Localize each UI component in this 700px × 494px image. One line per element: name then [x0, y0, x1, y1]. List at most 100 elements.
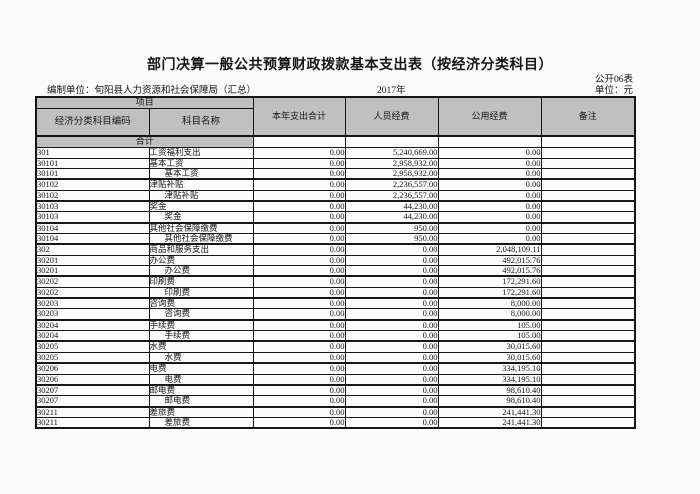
- cell-personnel-expense: 2,958,932.00: [344, 167, 439, 181]
- cell-code: 30204: [35, 330, 150, 343]
- cell-public-expense: 0.00: [437, 157, 542, 169]
- cell-personnel-expense: 0.00: [344, 340, 439, 353]
- cell-public-expense: 172,291.60: [437, 286, 542, 300]
- cell-public-expense: 241,441.30: [437, 406, 542, 418]
- cell-subject-name: 基本工资: [148, 157, 254, 169]
- table-row: 30211 差旅费 0.00 0.00 241,441.30: [35, 406, 636, 418]
- table-row: 30203 咨询费 0.00 0.00 8,000.00: [35, 297, 636, 310]
- header-personnel-col: 人员经费: [344, 96, 439, 138]
- cell-remark: [540, 340, 636, 353]
- cell-personnel-expense: 950.00: [344, 233, 439, 246]
- cell-public-expense: 8,000.00: [437, 308, 542, 321]
- cell-year-total: 0.00: [252, 395, 346, 408]
- cell-subject-name: 邮电费: [148, 395, 254, 408]
- cell-personnel-expense: 0.00: [344, 395, 439, 408]
- cell-public-expense: 241,441.30: [437, 416, 542, 430]
- header-total-col: 本年支出合计: [252, 96, 346, 138]
- cell-remark: [540, 351, 636, 365]
- table-row: 30104 其他社会保障缴费 0.00 950.00 0.00: [35, 233, 636, 246]
- cell-remark: [540, 189, 636, 202]
- cell-code: 301: [35, 147, 150, 159]
- total-row-label: 合计: [35, 135, 254, 149]
- table-row: 30103 奖金 0.00 44,230.00 0.00: [35, 211, 636, 224]
- cell-code: 30103: [35, 200, 150, 213]
- prepared-by-label: 编制单位：旬阳县人力资源和社会保障局（汇总）: [47, 86, 257, 96]
- cell-subject-name: 奖金: [148, 200, 254, 213]
- cell-remark: [540, 406, 636, 418]
- cell-year-total: 0.00: [252, 233, 346, 246]
- cell-code: 30203: [35, 308, 150, 321]
- cell-year-total: 0.00: [252, 373, 346, 386]
- cell-subject-name: 咨询费: [148, 297, 254, 310]
- cell-personnel-expense: 5,240,669.00: [344, 147, 439, 159]
- cell-year-total: 0.00: [252, 362, 346, 375]
- cell-code: 30207: [35, 395, 150, 408]
- table-row: 30102 津贴补贴 0.00 2,236,557.00 0.00: [35, 189, 636, 202]
- cell-public-expense: 334,195.10: [437, 362, 542, 375]
- cell-remark: [540, 362, 636, 375]
- doc-number: 公开06表: [594, 75, 633, 85]
- cell-remark: [540, 297, 636, 310]
- cell-code: 30207: [35, 384, 150, 397]
- table-row: 30104 其他社会保障缴费 0.00 950.00 0.00: [35, 222, 636, 235]
- cell-personnel-expense: 2,236,557.00: [344, 189, 439, 202]
- table-row: 30203 咨询费 0.00 0.00 8,000.00: [35, 308, 636, 321]
- table-row: 302 商品和服务支出 0.00 0.00 2,048,109.11: [35, 243, 636, 256]
- cell-remark: [540, 416, 636, 430]
- cell-code: 30203: [35, 297, 150, 310]
- table-row: 30103 奖金 0.00 44,230.00 0.00: [35, 200, 636, 213]
- table-row: 30207 邮电费 0.00 0.00 98,610.40: [35, 395, 636, 408]
- cell-subject-name: 手续费: [148, 319, 254, 332]
- cell-personnel-expense: 0.00: [344, 373, 439, 386]
- table-row: 301 工资福利支出 0.00 5,240,669.00 0.00: [35, 147, 636, 159]
- cell-code: 30201: [35, 265, 150, 278]
- cell-remark: [540, 275, 636, 288]
- cell-public-expense: 0.00: [437, 178, 542, 191]
- cell-subject-name: 基本工资: [148, 167, 254, 181]
- cell-public-expense: 492,015.76: [437, 254, 542, 267]
- cell-remark: [540, 254, 636, 267]
- cell-subject-name: 工资福利支出: [148, 147, 254, 159]
- cell-remark: [540, 200, 636, 213]
- cell-remark: [540, 319, 636, 332]
- cell-subject-name: 咨询费: [148, 308, 254, 321]
- table-row: 30206 电费 0.00 0.00 334,195.10: [35, 362, 636, 375]
- cell-public-expense: 0.00: [437, 211, 542, 224]
- cell-year-total: 0.00: [252, 406, 346, 418]
- cell-subject-name: 差旅费: [148, 406, 254, 418]
- cell-subject-name: 手续费: [148, 330, 254, 343]
- cell-subject-name: 办公费: [148, 254, 254, 267]
- cell-public-expense: 492,015.76: [437, 265, 542, 278]
- unit-label: 单位：元: [594, 86, 633, 96]
- cell-code: 30204: [35, 319, 150, 332]
- cell-public-expense: 98,610.40: [437, 384, 542, 397]
- cell-personnel-expense: 2,236,557.00: [344, 178, 439, 191]
- cell-personnel-expense: 0.00: [344, 275, 439, 288]
- cell-year-total: 0.00: [252, 147, 346, 159]
- total-row: 合计: [35, 135, 636, 149]
- cell-subject-name: 津贴补贴: [148, 189, 254, 202]
- cell-personnel-expense: 0.00: [344, 243, 439, 256]
- cell-public-expense: 172,291.60: [437, 275, 542, 288]
- cell-subject-name: 水费: [148, 340, 254, 353]
- cell-code: 30202: [35, 275, 150, 288]
- cell-subject-name: 电费: [148, 362, 254, 375]
- header-public-col: 公用经费: [437, 96, 542, 138]
- cell-year-total: 0.00: [252, 286, 346, 300]
- table-row: 30101 基本工资 0.00 2,958,932.00 0.00: [35, 167, 636, 181]
- total-row-total-cell: [252, 135, 346, 149]
- cell-remark: [540, 167, 636, 181]
- header-remark-col: 备注: [540, 96, 636, 138]
- cell-year-total: 0.00: [252, 416, 346, 430]
- cell-subject-name: 奖金: [148, 211, 254, 224]
- cell-code: 30102: [35, 178, 150, 191]
- cell-subject-name: 电费: [148, 373, 254, 386]
- table-row: 30201 办公费 0.00 0.00 492,015.76: [35, 254, 636, 267]
- cell-code: 30202: [35, 286, 150, 300]
- cell-remark: [540, 178, 636, 191]
- cell-subject-name: 印刷费: [148, 275, 254, 288]
- total-row-remark-cell: [540, 135, 636, 149]
- cell-subject-name: 水费: [148, 351, 254, 365]
- cell-personnel-expense: 0.00: [344, 319, 439, 332]
